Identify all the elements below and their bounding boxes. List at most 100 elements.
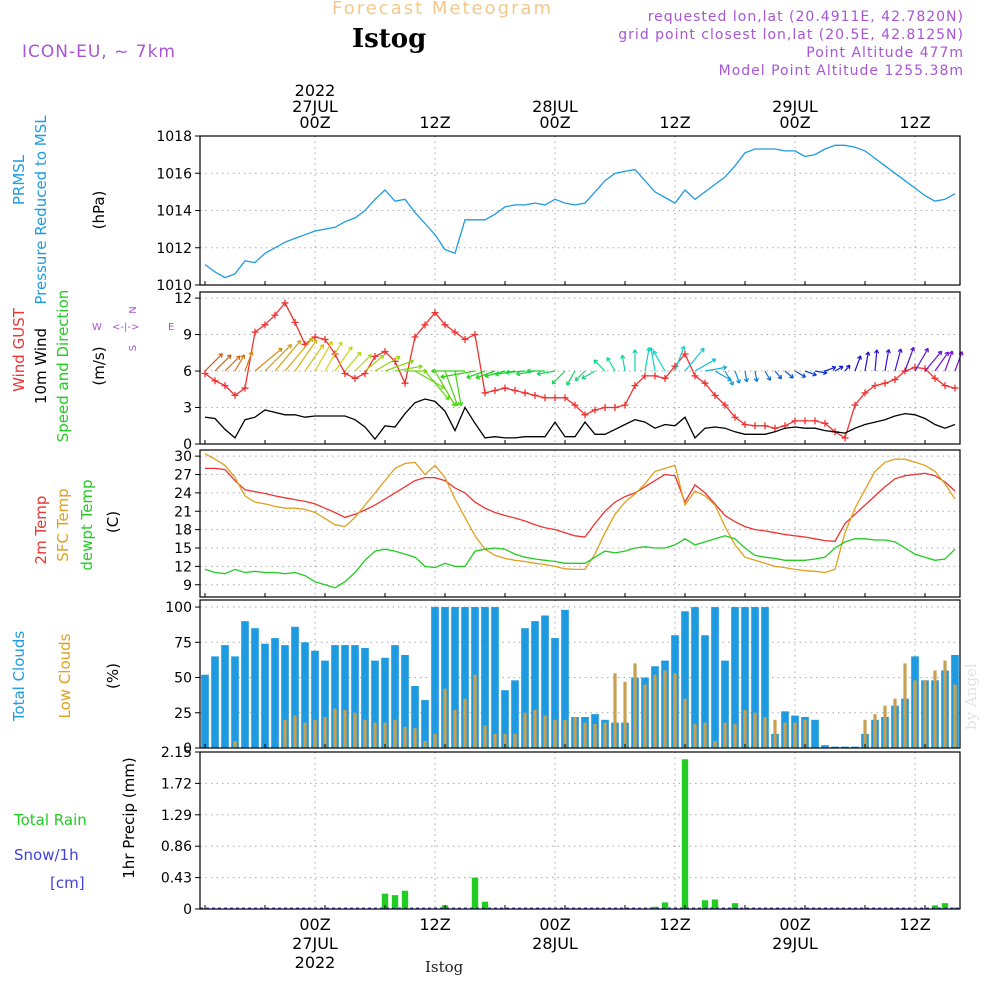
legend-10m-wind: 10m Wind xyxy=(32,328,50,404)
gust-marker xyxy=(901,367,909,375)
time-label-top: 12Z xyxy=(419,113,450,132)
gust-marker xyxy=(951,384,959,392)
y-tick-label: 1014 xyxy=(156,204,192,220)
compass-west: W xyxy=(92,322,102,333)
ylabel-hpa: (hPa) xyxy=(90,191,108,230)
gust-marker xyxy=(721,401,729,409)
wind-direction-arrow xyxy=(724,370,734,386)
gust-marker xyxy=(811,417,819,425)
wind-direction-arrow xyxy=(581,370,596,380)
low-clouds-bar xyxy=(723,722,727,748)
point-altitude: Point Altitude 477m xyxy=(806,45,964,61)
gust-marker xyxy=(841,434,849,442)
gust-marker xyxy=(581,411,589,419)
wind-direction-arrow xyxy=(864,351,871,372)
total-clouds-bar xyxy=(461,607,469,748)
low-clouds-bar xyxy=(343,709,347,748)
total-clouds-bar xyxy=(821,745,829,748)
gust-marker xyxy=(801,417,809,425)
rain-bar xyxy=(731,903,739,909)
rain-bar xyxy=(941,903,949,909)
series-line-10m-wind xyxy=(204,398,956,441)
total-clouds-bar xyxy=(451,607,459,748)
model-label: ICON-EU, ~ 7km xyxy=(22,42,176,62)
time-label-bottom: 00Z xyxy=(539,915,570,934)
y-tick-label: 6 xyxy=(183,364,192,380)
gust-marker xyxy=(481,389,489,397)
gust-marker xyxy=(401,379,409,387)
gust-marker xyxy=(471,331,479,339)
time-label-top: 29JUL xyxy=(772,97,818,116)
rain-bar xyxy=(711,899,719,909)
wind-direction-arrow xyxy=(566,370,576,386)
series-line-prmsl xyxy=(204,144,956,279)
y-tick-label: 0 xyxy=(183,437,192,453)
total-clouds-bar xyxy=(561,609,569,748)
legend-low-clouds: Low Clouds xyxy=(56,633,74,718)
location-title: Istog xyxy=(352,24,427,54)
wind-direction-arrow xyxy=(704,365,728,372)
total-clouds-bar xyxy=(761,607,769,748)
low-clouds-bar xyxy=(553,719,557,748)
ylabel-ms: (m/s) xyxy=(90,346,108,385)
wind-direction-arrow xyxy=(304,344,325,372)
requested-coords: requested lon,lat (20.4911E, 42.7820N) xyxy=(647,9,964,25)
time-label-top: 00Z xyxy=(539,113,570,132)
low-clouds-bar xyxy=(323,716,327,748)
time-label-top: 00Z xyxy=(779,113,810,132)
panel-frame xyxy=(199,291,961,445)
low-clouds-bar xyxy=(883,705,887,748)
gust-marker xyxy=(211,377,219,385)
low-clouds-bar xyxy=(663,670,667,748)
gust-marker xyxy=(431,309,439,317)
low-clouds-bar xyxy=(563,719,567,748)
low-clouds-bar xyxy=(473,674,477,748)
total-clouds-bar xyxy=(841,746,849,748)
series-line-wind-gust xyxy=(204,301,956,439)
low-clouds-bar xyxy=(383,722,387,748)
panel-frame xyxy=(199,135,961,286)
y-tick-label: 75 xyxy=(174,635,192,651)
wind-direction-arrow xyxy=(764,370,772,381)
wind-direction-arrow xyxy=(536,370,556,377)
low-clouds-bar xyxy=(643,684,647,748)
total-clouds-bar xyxy=(851,746,859,748)
low-clouds-bar xyxy=(393,719,397,748)
gust-marker xyxy=(701,379,709,387)
wind-direction-arrow xyxy=(484,370,506,379)
total-clouds-bar xyxy=(721,660,729,748)
wind-direction-arrow xyxy=(854,355,862,372)
gust-marker xyxy=(661,374,669,382)
low-clouds-bar xyxy=(873,714,877,748)
total-clouds-bar xyxy=(691,607,699,748)
wind-direction-arrow xyxy=(924,350,943,372)
wind-direction-arrow xyxy=(714,370,732,382)
wind-direction-arrow xyxy=(431,368,465,374)
gust-marker xyxy=(871,382,879,390)
time-label-bottom: 28JUL xyxy=(532,934,578,953)
wind-direction-arrow xyxy=(684,347,705,372)
wind-direction-arrow xyxy=(944,350,954,372)
gust-marker xyxy=(771,424,779,432)
legend-speed-direction: Speed and Direction xyxy=(54,290,72,443)
series-line-dewpt-temp xyxy=(204,535,956,589)
rain-bar xyxy=(471,877,479,909)
total-clouds-bar xyxy=(551,638,559,748)
legend-pressure-msl: Pressure Reduced to MSL xyxy=(32,115,50,305)
wind-direction-arrow xyxy=(774,370,783,380)
model-altitude: Model Point Altitude 1255.38m xyxy=(718,63,964,79)
total-clouds-bar xyxy=(831,746,839,748)
low-clouds-bar xyxy=(953,684,957,748)
gust-marker xyxy=(241,384,249,392)
wind-direction-arrow xyxy=(334,346,353,372)
low-clouds-bar xyxy=(513,733,517,748)
total-clouds-bar xyxy=(281,645,289,748)
total-clouds-bar xyxy=(291,626,299,748)
total-clouds-bar xyxy=(221,645,229,748)
gust-marker xyxy=(631,382,639,390)
gust-marker xyxy=(551,394,559,402)
wind-direction-arrow xyxy=(648,347,656,372)
gust-marker xyxy=(621,401,629,409)
wind-direction-arrow xyxy=(324,341,343,372)
